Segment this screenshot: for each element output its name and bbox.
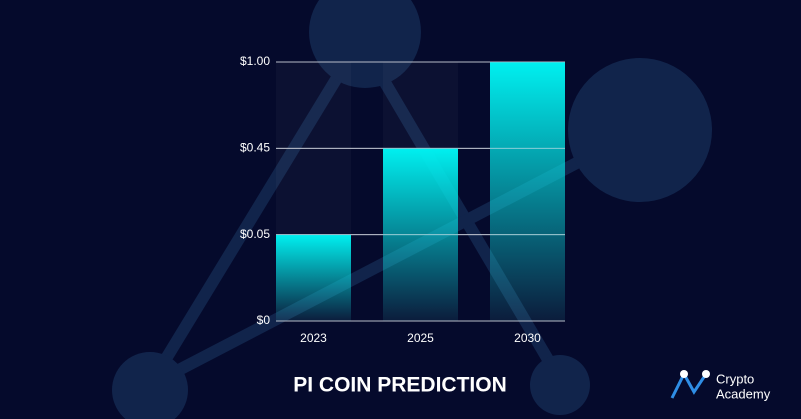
logo-dot <box>702 370 710 378</box>
deco-circle <box>309 0 421 88</box>
x-tick-label: 2025 <box>407 331 434 345</box>
brand-line: Academy <box>716 386 771 401</box>
deco-line <box>144 36 366 389</box>
logo-mark <box>670 370 708 399</box>
deco-circle <box>530 355 590 415</box>
deco-circle <box>568 58 712 202</box>
deco-circle <box>112 352 188 419</box>
y-tick-label: $0 <box>257 313 271 327</box>
y-tick-label: $0.05 <box>240 227 270 241</box>
y-tick-label: $0.45 <box>240 141 270 155</box>
logo: Crypto Academy <box>670 370 771 401</box>
x-tick-label: 2030 <box>514 331 541 345</box>
chart-title: PI COIN PREDICTION <box>293 374 507 397</box>
logo-dot <box>680 370 688 378</box>
x-tick-label: 2023 <box>300 331 327 345</box>
deco-line <box>354 36 566 384</box>
y-tick-label: $1.00 <box>240 54 270 68</box>
brand-line: Crypto <box>716 371 754 386</box>
bar <box>490 62 565 321</box>
bar <box>276 234 351 321</box>
